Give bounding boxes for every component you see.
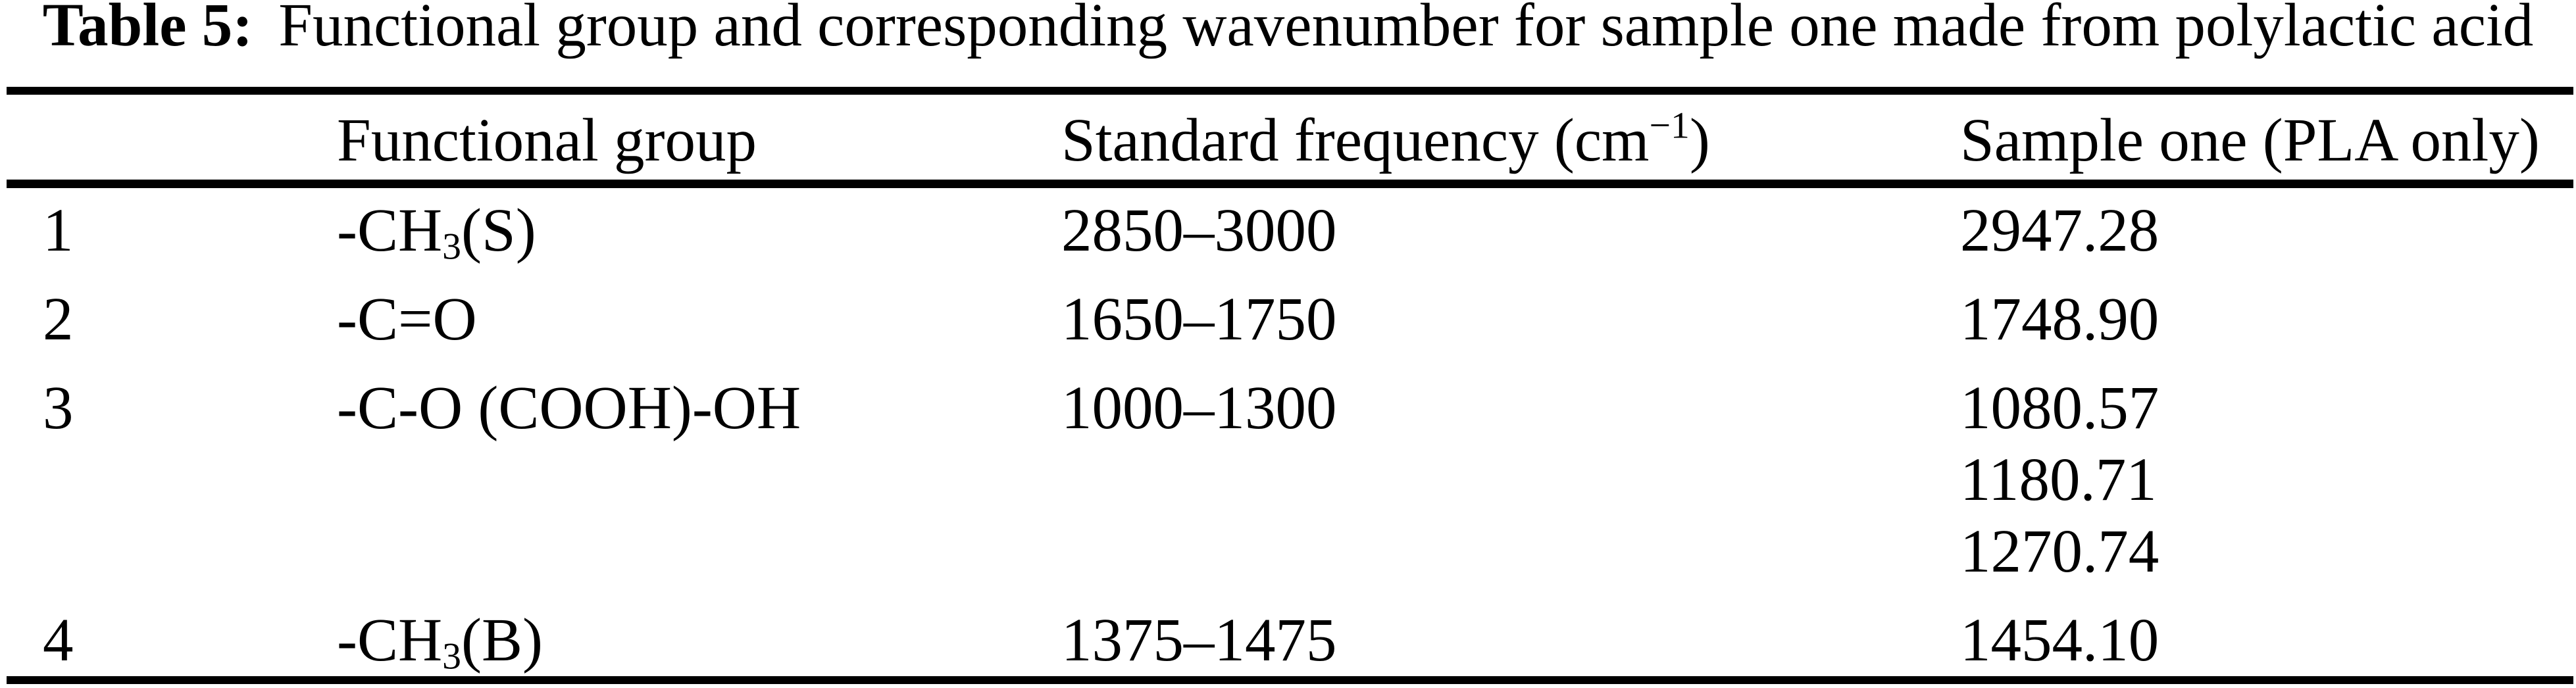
caption-label: Table 5:	[42, 0, 253, 59]
sample-one-cell: 1748.90	[1960, 283, 2576, 355]
table-row: 1 -CH3(S) 2850–3000 2947.28	[43, 195, 2576, 266]
standard-frequency-cell: 1000–1300	[1061, 374, 1337, 442]
functional-group-cell: -CH3(B)	[337, 604, 1061, 676]
row-index: 1	[43, 197, 74, 264]
functional-group-text: -C-O (COOH)-OH	[337, 374, 801, 442]
standard-frequency-cell: 2850–3000	[1061, 197, 1337, 264]
row-index: 2	[43, 285, 74, 353]
table-row: 4 -CH3(B) 1375–1475 1454.10	[43, 604, 2576, 676]
sample-one-cell: 2947.28	[1960, 195, 2576, 266]
header-standard-frequency-text: Standard frequency (cm	[1061, 107, 1650, 174]
header-standard-frequency: Standard frequency (cm−1)	[1061, 107, 1960, 174]
functional-group-cell: -C=O	[337, 283, 1061, 355]
sample-one-value: 1270.74	[1960, 518, 2159, 585]
caption-text: Functional group and corresponding waven…	[278, 0, 2534, 59]
table-caption: Table 5: Functional group and correspondi…	[0, 0, 2576, 56]
sample-one-value: 1454.10	[1960, 606, 2159, 674]
functional-group-cell: -C-O (COOH)-OH	[337, 372, 1061, 587]
table-header-row: Functional group Standard frequency (cm−…	[43, 107, 2576, 174]
header-functional-group: Functional group	[337, 107, 757, 174]
table-top-rule	[7, 87, 2573, 95]
functional-group-text: -C=O	[337, 285, 477, 353]
header-index	[43, 110, 337, 171]
sample-one-cell: 1080.57 1180.71 1270.74	[1960, 372, 2576, 587]
row-index: 4	[43, 606, 74, 674]
table-bottom-rule	[7, 676, 2573, 684]
row-index: 3	[43, 374, 74, 442]
functional-group-subscript: 3	[442, 635, 461, 677]
standard-frequency-cell: 1650–1750	[1061, 285, 1337, 353]
sample-one-value: 1080.57	[1960, 374, 2159, 442]
functional-group-text: -CH	[337, 606, 443, 674]
header-sample-one: Sample one (PLA only)	[1960, 107, 2540, 174]
functional-group-cell: -CH3(S)	[337, 195, 1061, 266]
header-standard-frequency-close: )	[1689, 107, 1710, 174]
functional-group-suffix: (B)	[461, 606, 543, 674]
standard-frequency-cell: 1375–1475	[1061, 606, 1337, 674]
table-header-rule	[7, 180, 2573, 188]
functional-group-text: -CH	[337, 197, 443, 264]
sample-one-value: 1180.71	[1960, 446, 2157, 514]
sample-one-value: 2947.28	[1960, 197, 2159, 264]
sample-one-value: 1748.90	[1960, 285, 2159, 353]
functional-group-suffix: (S)	[461, 197, 536, 264]
sample-one-cell: 1454.10	[1960, 604, 2576, 676]
header-standard-frequency-superscript: −1	[1649, 105, 1690, 147]
functional-group-subscript: 3	[442, 226, 461, 268]
table-row: 3 -C-O (COOH)-OH 1000–1300 1080.57 1180.…	[43, 372, 2576, 587]
table-row: 2 -C=O 1650–1750 1748.90	[43, 283, 2576, 355]
